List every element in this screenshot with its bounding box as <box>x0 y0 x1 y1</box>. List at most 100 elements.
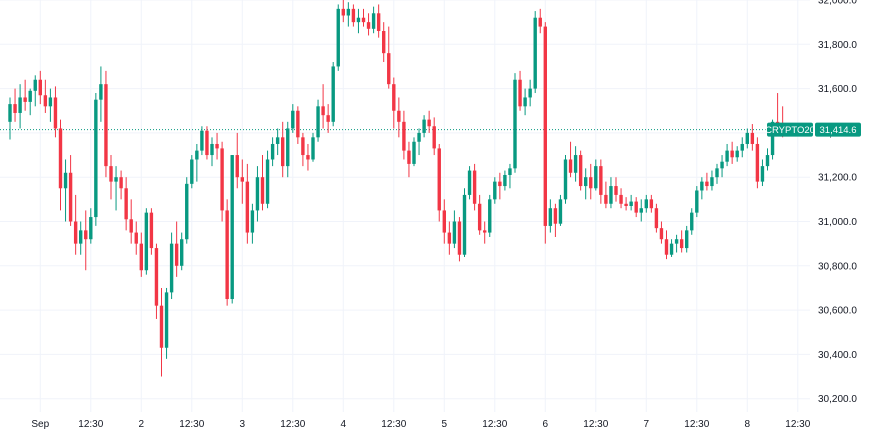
candle-body <box>139 243 143 271</box>
x-tick-label: Sep <box>31 419 49 430</box>
candle-body <box>316 106 320 138</box>
candle-body <box>387 53 391 85</box>
candle-body <box>89 217 93 240</box>
candle-body <box>720 161 724 169</box>
candle-body <box>695 190 699 213</box>
candle-body <box>578 155 583 187</box>
candle-body <box>28 90 32 102</box>
candle-body <box>437 148 441 211</box>
candle-body <box>498 181 502 187</box>
candle-body <box>270 143 275 160</box>
candle-body <box>568 159 573 173</box>
x-tick-label: 12:30 <box>583 419 608 430</box>
grid-layer <box>0 0 810 412</box>
candle-body <box>533 17 537 89</box>
last-price-labels: CRYPTO20 31,414.6 <box>765 122 861 137</box>
candle-body <box>705 181 709 187</box>
candle-body <box>467 170 472 195</box>
candle-body <box>326 115 330 122</box>
candle-body <box>210 143 214 156</box>
candle-body <box>275 137 280 144</box>
candle-body <box>528 88 532 98</box>
candle-body <box>124 188 128 220</box>
candle-body <box>634 201 638 213</box>
candle-body <box>422 119 426 133</box>
candle-body <box>371 13 376 29</box>
candle-body <box>508 168 512 175</box>
candle-body <box>230 155 234 300</box>
candle-body <box>755 143 760 182</box>
candle-body <box>174 243 179 266</box>
candle-body <box>659 228 664 240</box>
candle-body <box>740 143 744 151</box>
candle-body <box>730 150 734 158</box>
candle-body <box>477 203 482 231</box>
candle-body <box>225 210 229 300</box>
candle-body <box>58 128 63 189</box>
candle-body <box>452 221 457 244</box>
candle-body <box>149 212 154 249</box>
y-tick-label: 31,600.0 <box>818 84 857 95</box>
candles-layer <box>8 0 785 377</box>
candle-body <box>573 155 578 173</box>
x-tick-label: 6 <box>543 419 549 430</box>
x-tick-label: 8 <box>745 419 751 430</box>
candle-body <box>493 181 497 200</box>
candle-body <box>250 210 255 233</box>
candle-body <box>23 97 27 102</box>
candle-body <box>220 148 224 211</box>
candle-body <box>119 177 123 189</box>
candle-body <box>609 186 613 204</box>
candle-body <box>760 166 765 182</box>
candle-body <box>356 17 361 23</box>
last-price-label: 31,414.6 <box>820 125 857 136</box>
candle-body <box>99 84 103 100</box>
candle-body <box>594 166 598 189</box>
candle-body <box>129 219 133 233</box>
x-tick-label: 12:30 <box>179 419 204 430</box>
candle-body <box>538 17 542 27</box>
y-tick-label: 30,800.0 <box>818 261 857 272</box>
candle-body <box>376 13 381 32</box>
candle-body <box>260 177 265 204</box>
candle-body <box>715 168 719 178</box>
candle-body <box>321 106 325 116</box>
candle-body <box>18 97 22 113</box>
candle-body <box>286 128 290 167</box>
x-axis: Sep 12:30 2 12:30 3 12:30 4 12:30 5 12:30 6 12:30 7 1… <box>31 419 810 430</box>
candle-body <box>13 104 17 113</box>
candle-body <box>770 121 775 156</box>
candle-body <box>604 194 608 204</box>
candle-body <box>523 97 527 107</box>
y-tick-label: 31,800.0 <box>818 40 857 51</box>
candle-body <box>649 199 654 209</box>
candle-body <box>341 8 345 16</box>
candle-body <box>331 66 335 122</box>
candle-body <box>553 208 558 224</box>
y-tick-label: 30,600.0 <box>818 306 857 317</box>
candle-body <box>291 110 295 129</box>
candle-body <box>281 137 285 167</box>
candle-body <box>619 194 623 204</box>
candle-body <box>563 159 568 200</box>
candle-body <box>240 177 244 182</box>
symbol-label: CRYPTO20 <box>765 125 815 136</box>
candle-body <box>190 159 194 184</box>
candle-body <box>685 230 689 249</box>
candle-body <box>518 79 522 107</box>
candle-body <box>432 126 436 149</box>
candle-body <box>447 232 452 244</box>
candle-body <box>366 22 371 29</box>
candle-body <box>392 84 396 111</box>
candle-body <box>255 177 260 211</box>
candle-body <box>43 95 48 107</box>
candle-body <box>710 177 714 187</box>
candle-body <box>548 208 553 226</box>
candle-body <box>296 110 300 138</box>
candle-body <box>336 8 340 67</box>
x-tick-label: 4 <box>341 419 347 430</box>
candle-body <box>265 159 270 204</box>
candle-body <box>346 8 351 16</box>
